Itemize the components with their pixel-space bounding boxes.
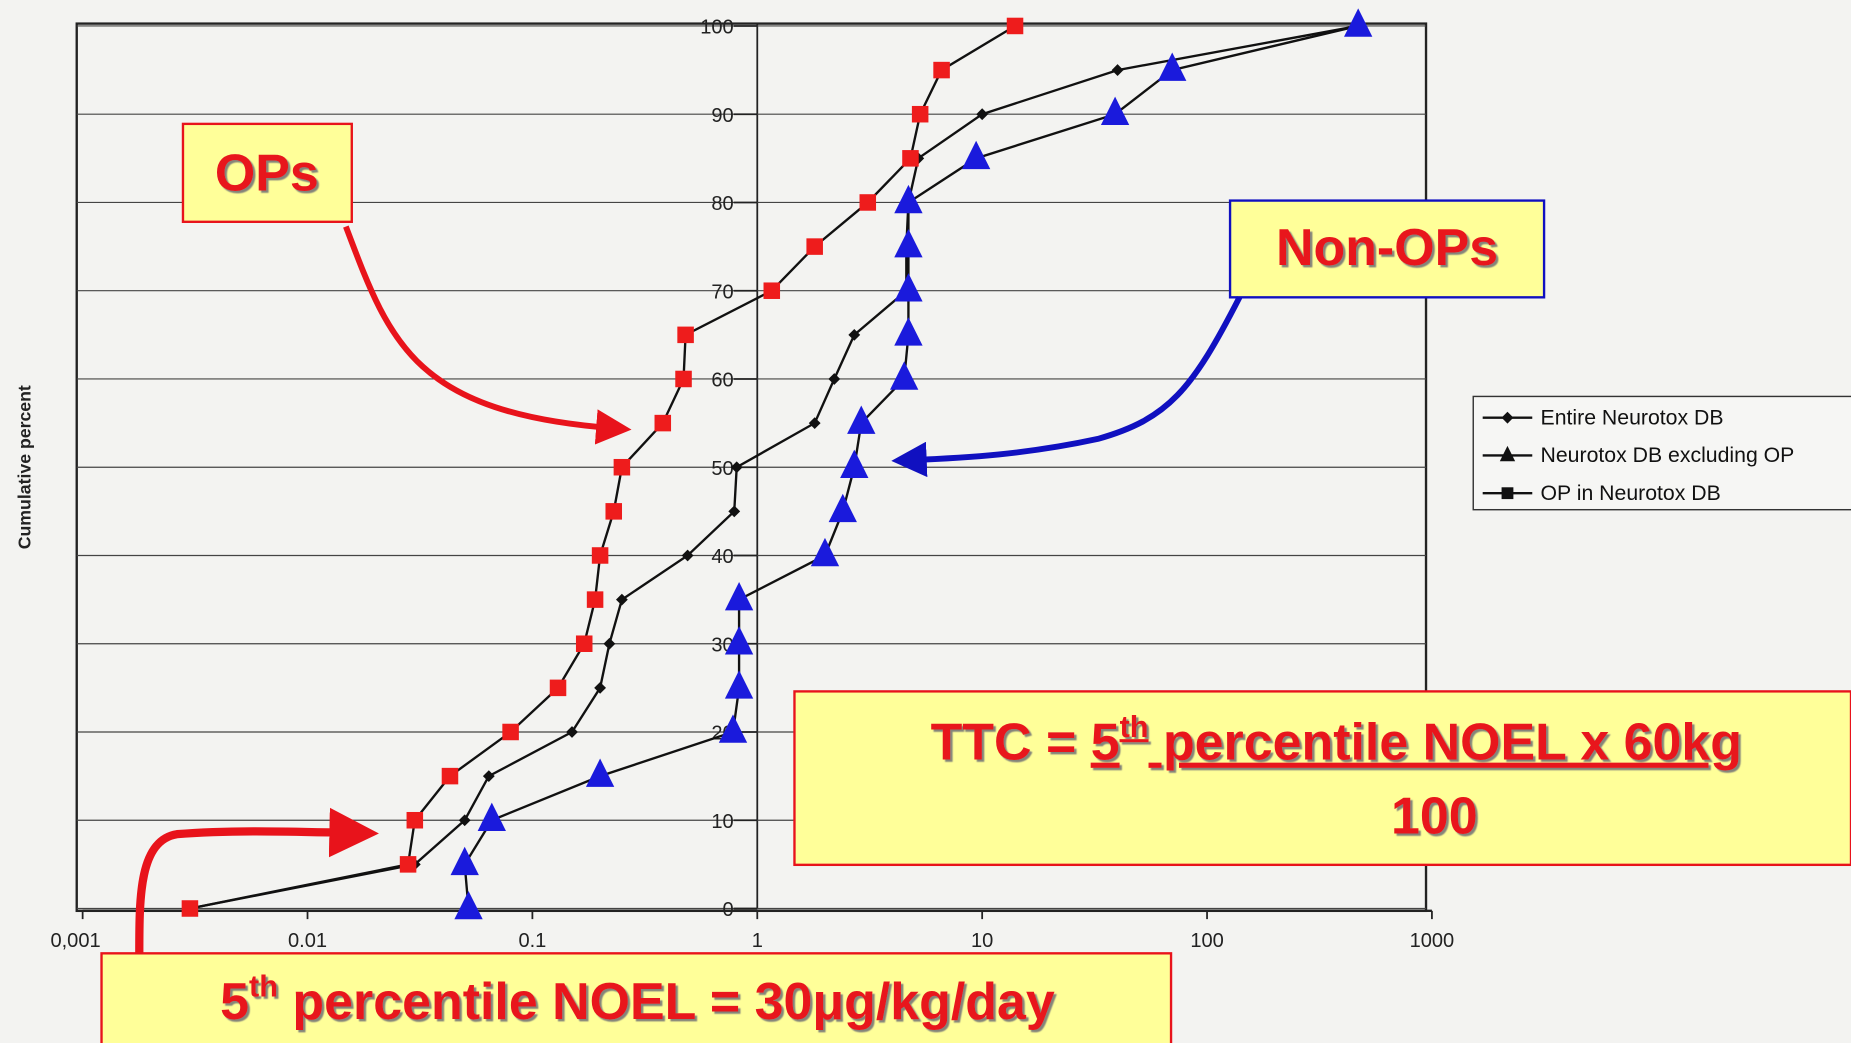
marker-triangle [847, 405, 876, 434]
ttc-rest: percentile NOEL x 60kg [1149, 713, 1742, 771]
noel-arrow [135, 807, 379, 954]
marker-triangle [828, 493, 857, 523]
marker-square [654, 414, 672, 432]
ttc-ordinal: 5 [1091, 713, 1120, 771]
marker-diamond [976, 108, 989, 121]
marker-triangle [450, 846, 479, 876]
marker-square [1006, 17, 1024, 35]
x-tick-label: 1 [752, 930, 763, 952]
marker-triangle [724, 670, 754, 699]
marker-triangle [894, 317, 923, 346]
marker-square [605, 503, 623, 520]
marker-triangle [718, 714, 748, 743]
marker-triangle [477, 802, 506, 832]
marker-triangle [894, 184, 923, 214]
marker-square [677, 326, 694, 344]
marker-square [613, 458, 631, 476]
marker-diamond [1501, 411, 1514, 424]
x-tick-label: 100 [1190, 930, 1223, 952]
y-tick-label: 60 [711, 370, 733, 392]
marker-diamond [730, 461, 743, 474]
y-tick-label: 100 [700, 17, 733, 39]
marker-square [406, 811, 424, 829]
marker-square [575, 635, 593, 652]
marker-square [933, 61, 950, 79]
marker-square [586, 591, 604, 608]
noel-box [100, 952, 1173, 1043]
ttc-formula: TTC = 5th percentile NOEL x 60kg [931, 709, 1742, 771]
marker-square [911, 105, 929, 123]
marker-diamond [594, 681, 606, 694]
y-tick-label: 70 [711, 281, 733, 303]
marker-diamond [566, 726, 578, 738]
y-tick-label: 80 [711, 193, 733, 215]
marker-square [549, 679, 567, 697]
noel-ordinal: 5 [220, 973, 249, 1031]
marker-triangle [1100, 96, 1130, 125]
noel-suffix: th [249, 969, 278, 1004]
legend-label: OP in Neurotox DB [1541, 481, 1721, 505]
marker-square [181, 900, 199, 917]
marker-triangle [454, 890, 483, 920]
marker-diamond [603, 637, 616, 650]
marker-triangle [1158, 52, 1187, 81]
ttc-denominator: 100 [1391, 788, 1478, 846]
ttc-box [793, 690, 1851, 867]
non-ops-box [1228, 199, 1546, 299]
non-ops-label: Non-OPs [1276, 219, 1498, 277]
x-tick-label: 1000 [1410, 930, 1455, 952]
x-tick-label: 0.01 [288, 930, 327, 952]
marker-triangle [585, 758, 615, 787]
marker-diamond [828, 373, 841, 385]
marker-triangle [890, 361, 919, 390]
marker-triangle [894, 229, 923, 258]
non-ops-arrow [891, 295, 1243, 478]
ops-label: OPs [215, 145, 319, 203]
marker-triangle [1499, 445, 1516, 462]
marker-square [806, 238, 823, 255]
y-tick-label: 50 [711, 458, 733, 480]
x-tick-label: 10 [971, 930, 993, 952]
x-tick-label: 0,001 [50, 930, 100, 952]
legend [1472, 395, 1851, 511]
marker-triangle [840, 449, 869, 478]
marker-triangle [894, 273, 923, 302]
marker-square [675, 370, 692, 388]
marker-triangle [724, 626, 754, 655]
ops-box [181, 122, 353, 223]
marker-diamond [482, 770, 495, 783]
marker-triangle [1344, 8, 1373, 37]
marker-square [763, 282, 781, 299]
marker-square [902, 150, 919, 167]
ops-arrow [343, 225, 632, 445]
legend-label: Neurotox DB excluding OP [1541, 443, 1795, 467]
marker-square [591, 547, 609, 564]
ttc-suffix: th [1120, 709, 1149, 744]
y-tick-label: 90 [711, 105, 733, 127]
ttc-lead: TTC = [931, 713, 1091, 771]
y-axis-label: Cumulative percent [15, 385, 35, 549]
x-tick-label: 0.1 [518, 930, 546, 952]
noel-text: 5th percentile NOEL = 30μg/kg/day [220, 969, 1055, 1031]
marker-square [1501, 487, 1514, 500]
marker-square [502, 723, 519, 741]
y-tick-label: 10 [711, 811, 733, 833]
marker-square [441, 767, 459, 785]
marker-triangle [961, 140, 991, 170]
marker-triangle [724, 582, 754, 611]
marker-square [859, 194, 877, 211]
legend-label: Entire Neurotox DB [1541, 405, 1724, 429]
marker-triangle [810, 537, 840, 567]
marker-diamond [848, 328, 861, 341]
y-tick-label: 40 [711, 546, 733, 568]
marker-diamond [1111, 64, 1124, 76]
marker-diamond [808, 417, 821, 429]
marker-square [399, 856, 417, 873]
noel-rest: percentile NOEL = 30μg/kg/day [278, 973, 1055, 1031]
